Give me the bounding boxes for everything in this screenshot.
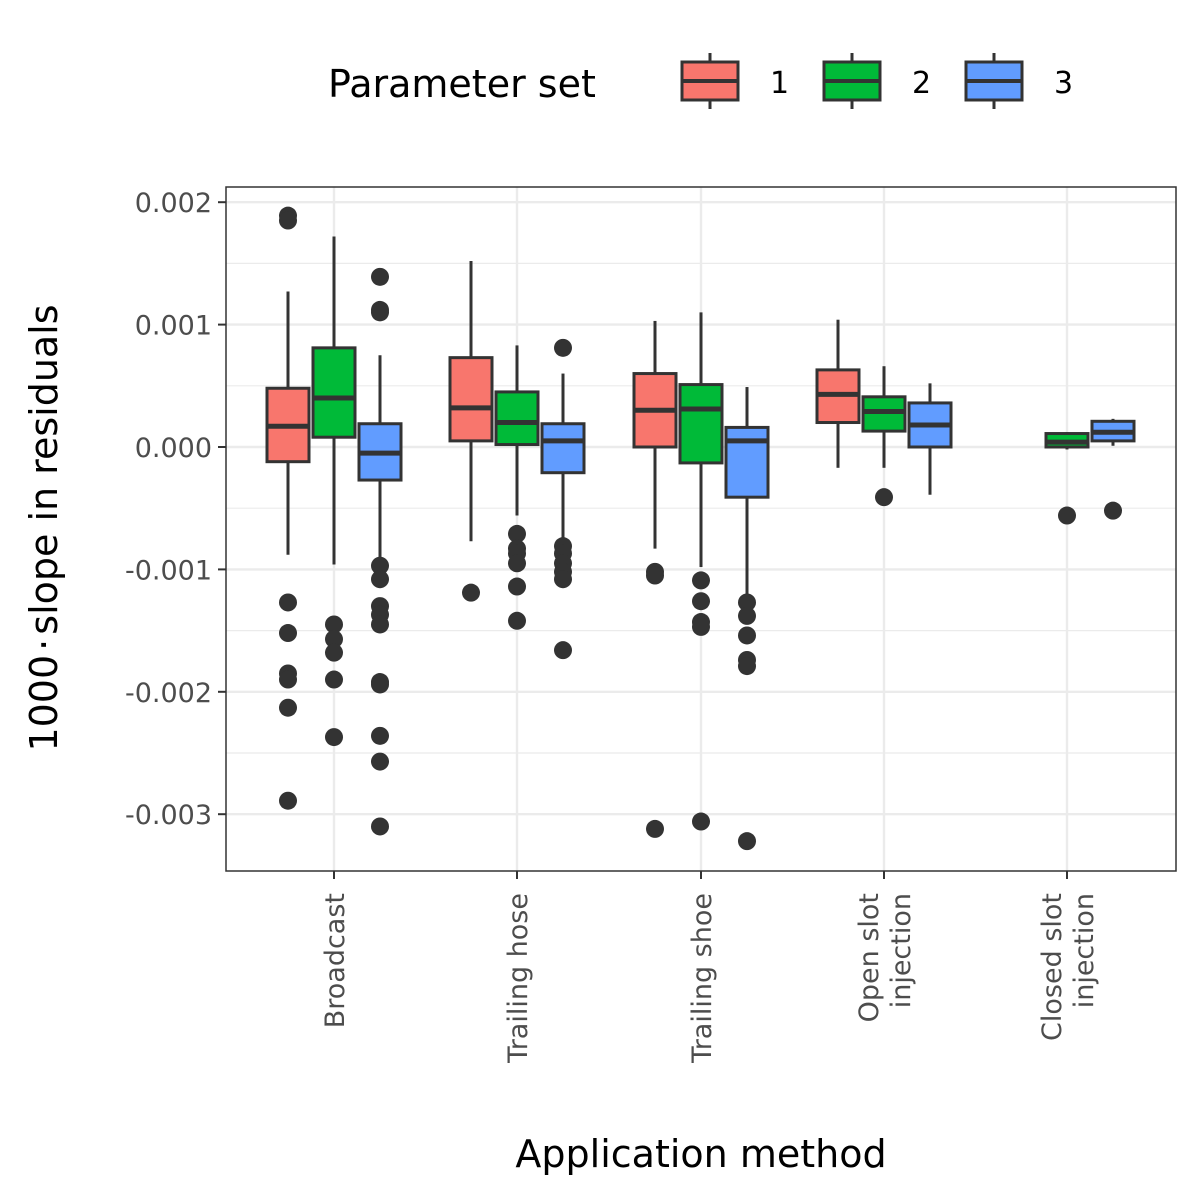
y-axis-title: 1000 · slope in residuals [22, 304, 66, 751]
outlier-point [692, 617, 710, 636]
outlier-point [371, 570, 389, 589]
box-iqr [448, 356, 494, 443]
x-tick-label: Closed slot [1037, 893, 1068, 1041]
box-group [724, 387, 770, 851]
x-tick-label: Open slot [854, 893, 885, 1022]
y-tick-label: 0.000 [135, 433, 212, 464]
box-group [632, 320, 678, 838]
outlier-point [508, 611, 526, 630]
legend-keys: 1 2 3 [680, 53, 1073, 109]
legend-label-2: 2 [912, 66, 931, 101]
legend: Parameter set 1 2 3 [328, 53, 1073, 109]
boxes [265, 206, 1136, 851]
outlier-point [371, 726, 389, 745]
outlier-point [1058, 506, 1076, 525]
outlier-point [325, 615, 343, 634]
box-iqr [540, 422, 586, 475]
outlier-point [738, 657, 756, 676]
outlier-point [371, 752, 389, 771]
outlier-point [875, 488, 893, 507]
x-tick-label: Trailing hose [503, 893, 534, 1064]
outlier-point [692, 812, 710, 831]
y-axis-title-dot: · [22, 639, 66, 651]
box-group [1044, 432, 1090, 525]
box-group [861, 366, 907, 507]
box-group [815, 319, 861, 468]
y-axis-title-text: slope in residuals [22, 304, 66, 634]
outlier-point [508, 524, 526, 543]
outlier-point [508, 554, 526, 573]
box-group [907, 383, 953, 495]
outlier-point [325, 728, 343, 747]
outlier-point [371, 267, 389, 286]
legend-key-2: 2 [822, 53, 931, 109]
box-iqr [311, 346, 357, 439]
outlier-point [325, 643, 343, 662]
box-iqr [724, 425, 770, 499]
box-group [494, 345, 540, 630]
legend-title: Parameter set [328, 62, 596, 106]
outlier-point [325, 630, 343, 649]
outlier-point [371, 556, 389, 575]
outlier-point [279, 593, 297, 612]
legend-label-3: 3 [1054, 66, 1073, 101]
x-tick-label: Trailing shoe [687, 893, 718, 1064]
box-group [1090, 418, 1136, 520]
y-axis: 0.002 0.001 0.000 -0.001 -0.002 -0.003 [125, 188, 226, 831]
outlier-point [738, 626, 756, 645]
outlier-point [692, 571, 710, 590]
box-iqr [494, 390, 540, 447]
box-group [540, 338, 586, 660]
x-tick-label: Broadcast [320, 893, 351, 1028]
outlier-point [279, 791, 297, 810]
x-tick-label: injection [1069, 893, 1100, 1008]
x-tick-label: injection [886, 893, 917, 1008]
outlier-point [738, 832, 756, 851]
y-tick-label: -0.001 [125, 555, 212, 586]
outlier-point [371, 615, 389, 634]
box-group [448, 260, 494, 602]
outlier-point [279, 670, 297, 689]
outlier-point [279, 211, 297, 230]
outlier-point [325, 670, 343, 689]
legend-label-1: 1 [770, 66, 789, 101]
outlier-point [646, 819, 664, 838]
y-tick-label: 0.002 [135, 188, 212, 219]
box-iqr [678, 383, 724, 465]
x-axis: Broadcast Trailing hose Trailing shoe Open … [320, 871, 1100, 1064]
outlier-point [371, 303, 389, 322]
outlier-point [508, 577, 526, 596]
outlier-point [646, 566, 664, 585]
y-axis-title-number: 1000 [22, 655, 66, 752]
outlier-point [738, 593, 756, 612]
outlier-point [462, 583, 480, 602]
y-tick-label: -0.002 [125, 678, 212, 709]
outlier-point [1104, 501, 1122, 520]
outlier-point [554, 641, 572, 660]
outlier-point [554, 338, 572, 357]
outlier-point [692, 592, 710, 611]
outlier-point [371, 817, 389, 836]
outlier-point [279, 624, 297, 643]
y-tick-label: 0.001 [135, 311, 212, 342]
box-group [311, 236, 357, 747]
legend-key-1: 1 [680, 53, 789, 109]
x-axis-title: Application method [515, 1132, 886, 1176]
outlier-point [371, 675, 389, 694]
y-tick-label: -0.003 [125, 800, 212, 831]
box-group [678, 312, 724, 831]
legend-key-3: 3 [964, 53, 1073, 109]
outlier-point [279, 698, 297, 717]
box-group [265, 206, 311, 810]
box-group [357, 267, 403, 836]
outlier-point [554, 570, 572, 589]
outlier-point [738, 606, 756, 625]
